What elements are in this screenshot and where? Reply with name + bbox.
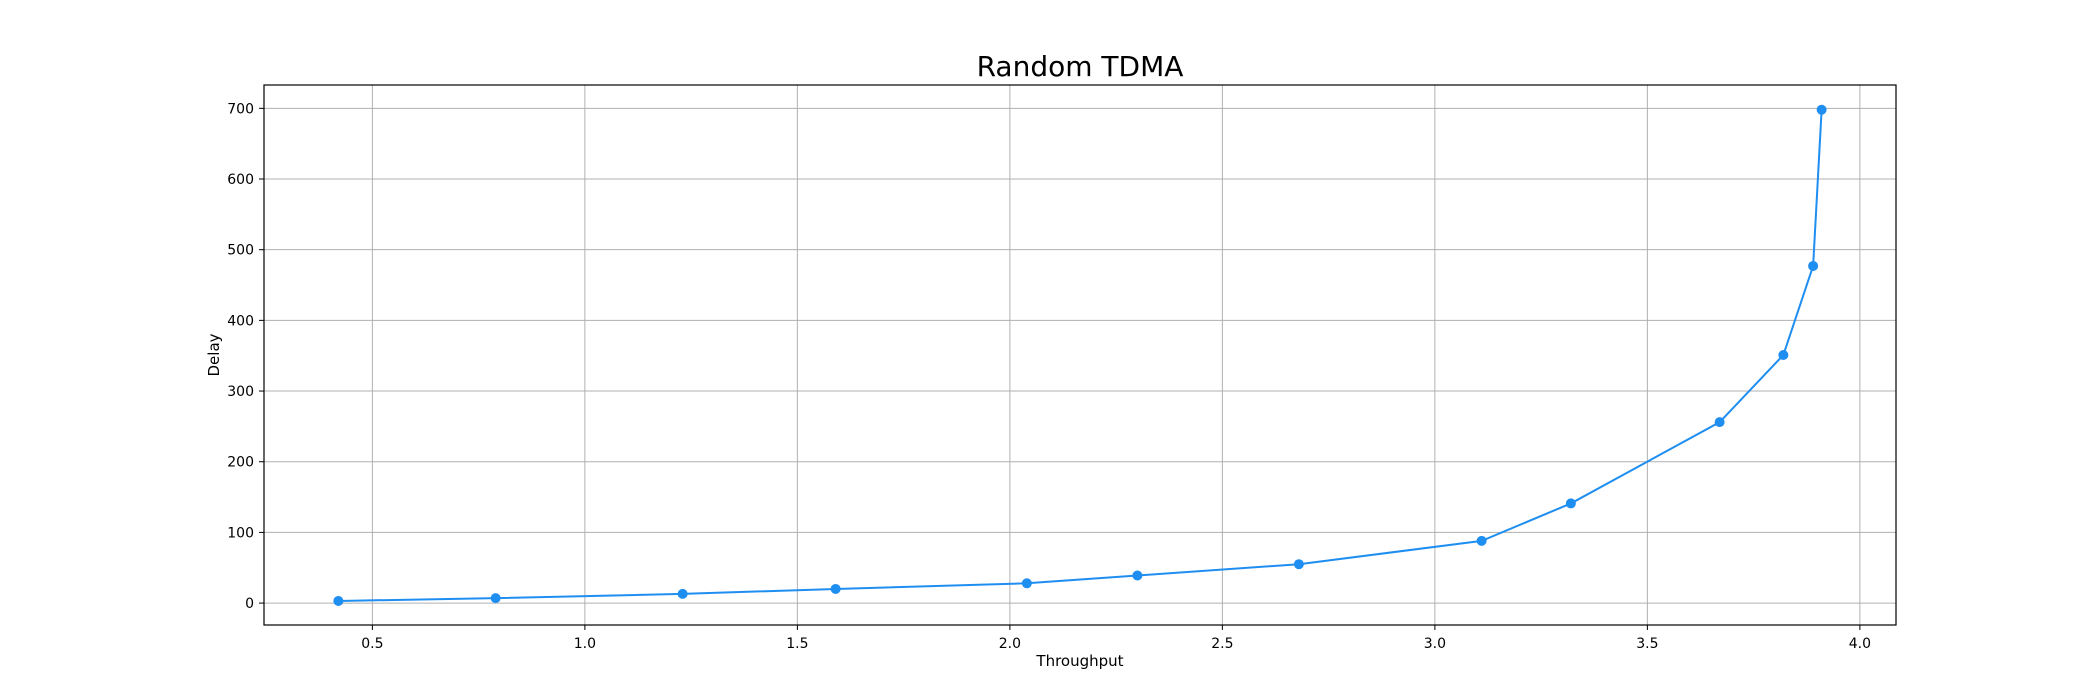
plot-frame [263, 84, 1897, 626]
data-point [333, 595, 344, 606]
data-point [830, 583, 841, 594]
y-axis-label: Delay [205, 333, 223, 376]
data-point [1293, 559, 1304, 570]
data-point [1808, 260, 1819, 271]
x-tick-label: 2.5 [1211, 636, 1233, 652]
data-point [1132, 570, 1143, 581]
y-tick-label: 100 [227, 525, 254, 541]
x-tick-label: 1.5 [786, 636, 808, 652]
x-tick-label: 1.0 [574, 636, 596, 652]
data-point [1476, 535, 1487, 546]
chart-title: Random TDMA [977, 50, 1184, 83]
x-tick-label: 3.5 [1636, 636, 1658, 652]
y-tick-label: 400 [227, 313, 254, 329]
ticks: 0.5 1.0 1.5 2.0 2.5 3.0 3.5 4.0 0 100 200 300 400 500… [227, 101, 1871, 652]
data-point [1565, 498, 1576, 509]
x-axis-label: Throughput [1035, 652, 1123, 670]
x-tick-label: 2.0 [999, 636, 1021, 652]
x-tick-label: 0.5 [361, 636, 383, 652]
data-point [490, 593, 501, 604]
y-tick-label: 300 [227, 384, 254, 400]
y-tick-label: 0 [245, 596, 254, 612]
y-tick-label: 200 [227, 455, 254, 471]
y-tick-label: 700 [227, 101, 254, 117]
data-point [1714, 417, 1725, 428]
x-tick-label: 3.0 [1424, 636, 1446, 652]
y-tick-label: 500 [227, 243, 254, 259]
grid [264, 85, 1896, 625]
y-tick-label: 600 [227, 172, 254, 188]
data-point [1778, 350, 1789, 360]
data-point [677, 588, 688, 599]
data-point [1816, 104, 1827, 115]
data-point [1021, 578, 1032, 589]
series-layer [333, 104, 1827, 606]
series-line [338, 109, 1823, 602]
x-tick-label: 4.0 [1849, 636, 1871, 652]
